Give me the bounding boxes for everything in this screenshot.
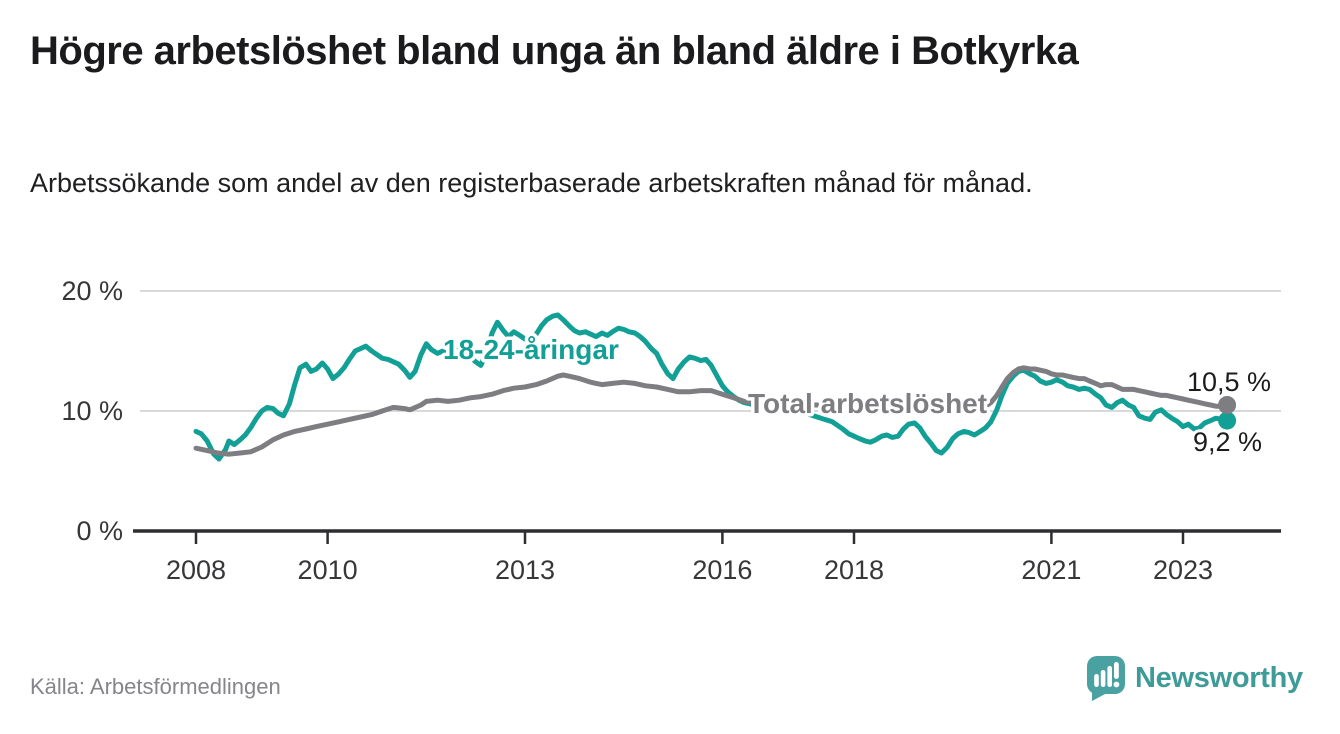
y-tick-label: 0 %: [76, 516, 123, 546]
end-dot-total: [1218, 396, 1237, 414]
series-label-total: Total arbetslöshet: [748, 388, 987, 419]
chart-subtitle: Arbetssökande som andel av den registerb…: [30, 168, 1033, 198]
x-tick-label: 2008: [166, 555, 226, 585]
series-line-total-arbetsl-shet: [193, 365, 1230, 457]
series-label-youth: 18-24-åringar: [443, 334, 619, 365]
end-value-label-youth: 9,2 %: [1193, 427, 1262, 457]
newsworthy-brand: Newsworthy: [1086, 655, 1303, 701]
brand-name: Newsworthy: [1135, 661, 1303, 694]
y-tick-label: 20 %: [61, 276, 123, 306]
x-tick-label: 2013: [495, 555, 555, 585]
end-value-label-total: 10,5 %: [1187, 367, 1271, 397]
end-dot-youth: [1218, 411, 1237, 430]
x-tick-label: 2021: [1021, 555, 1081, 585]
x-tick-label: 2016: [692, 555, 752, 585]
x-tick-label: 2010: [298, 555, 358, 585]
x-tick-label: 2023: [1153, 555, 1213, 585]
page-title: Högre arbetslöshet bland unga än bland ä…: [30, 29, 1079, 73]
y-tick-label: 10 %: [61, 396, 123, 426]
series-line-18-24-ringar: [193, 312, 1230, 462]
source-note: Källa: Arbetsförmedlingen: [30, 674, 281, 699]
x-tick-label: 2018: [824, 555, 884, 585]
newsworthy-logo-icon: [1087, 656, 1125, 701]
